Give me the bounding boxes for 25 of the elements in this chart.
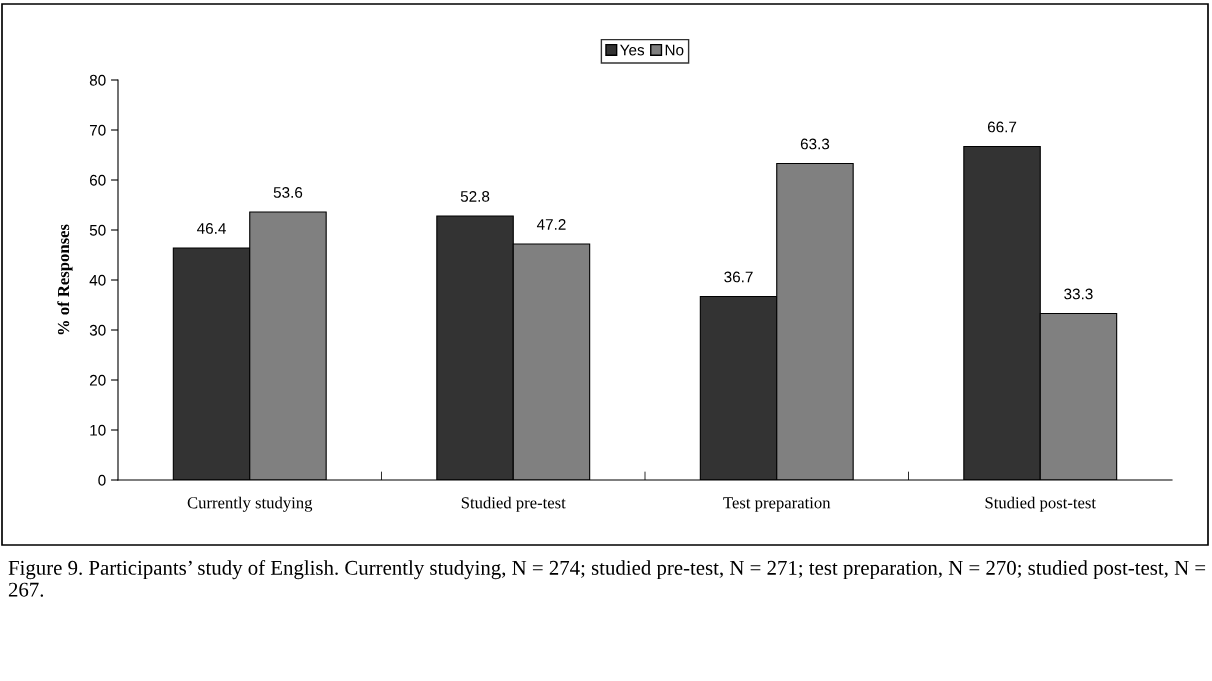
y-tick-label: 40 xyxy=(89,274,106,286)
data-label: 33.3 xyxy=(1064,288,1093,300)
data-label: 36.7 xyxy=(724,271,753,283)
data-label: 47.2 xyxy=(536,219,566,230)
data-label: 53.6 xyxy=(273,187,303,198)
y-tick-label: 0 xyxy=(98,474,106,486)
caption: Figure 9. Participants’ study of English. Currently studying, N = 274; studied pre-test, N = 271; test preparation, N = 270; studied post-test, N = 267. xyxy=(8,560,1206,597)
y-tick-label: 30 xyxy=(89,324,106,336)
y-tick-label: 20 xyxy=(89,374,106,386)
y-axis-title: % of Responses xyxy=(57,224,73,335)
y-tick-label: 50 xyxy=(89,224,106,236)
y-tick-label: 80 xyxy=(89,74,106,86)
data-label: 52.8 xyxy=(460,191,490,202)
x-tick-label: Studied pre-test xyxy=(461,496,566,512)
data-label: 63.3 xyxy=(800,138,830,150)
y-tick-label: 70 xyxy=(89,124,106,136)
legend-label: Yes xyxy=(620,44,645,56)
data-label: 46.4 xyxy=(197,223,226,234)
legend-label: No xyxy=(665,44,684,56)
x-tick-label: Studied post-test xyxy=(985,496,1096,512)
x-tick-label: Currently studying xyxy=(187,496,313,512)
data-label: 66.7 xyxy=(987,121,1017,133)
y-tick-label: 60 xyxy=(89,174,106,186)
x-tick-label: Test preparation xyxy=(723,497,831,512)
y-tick-label: 10 xyxy=(90,424,106,436)
